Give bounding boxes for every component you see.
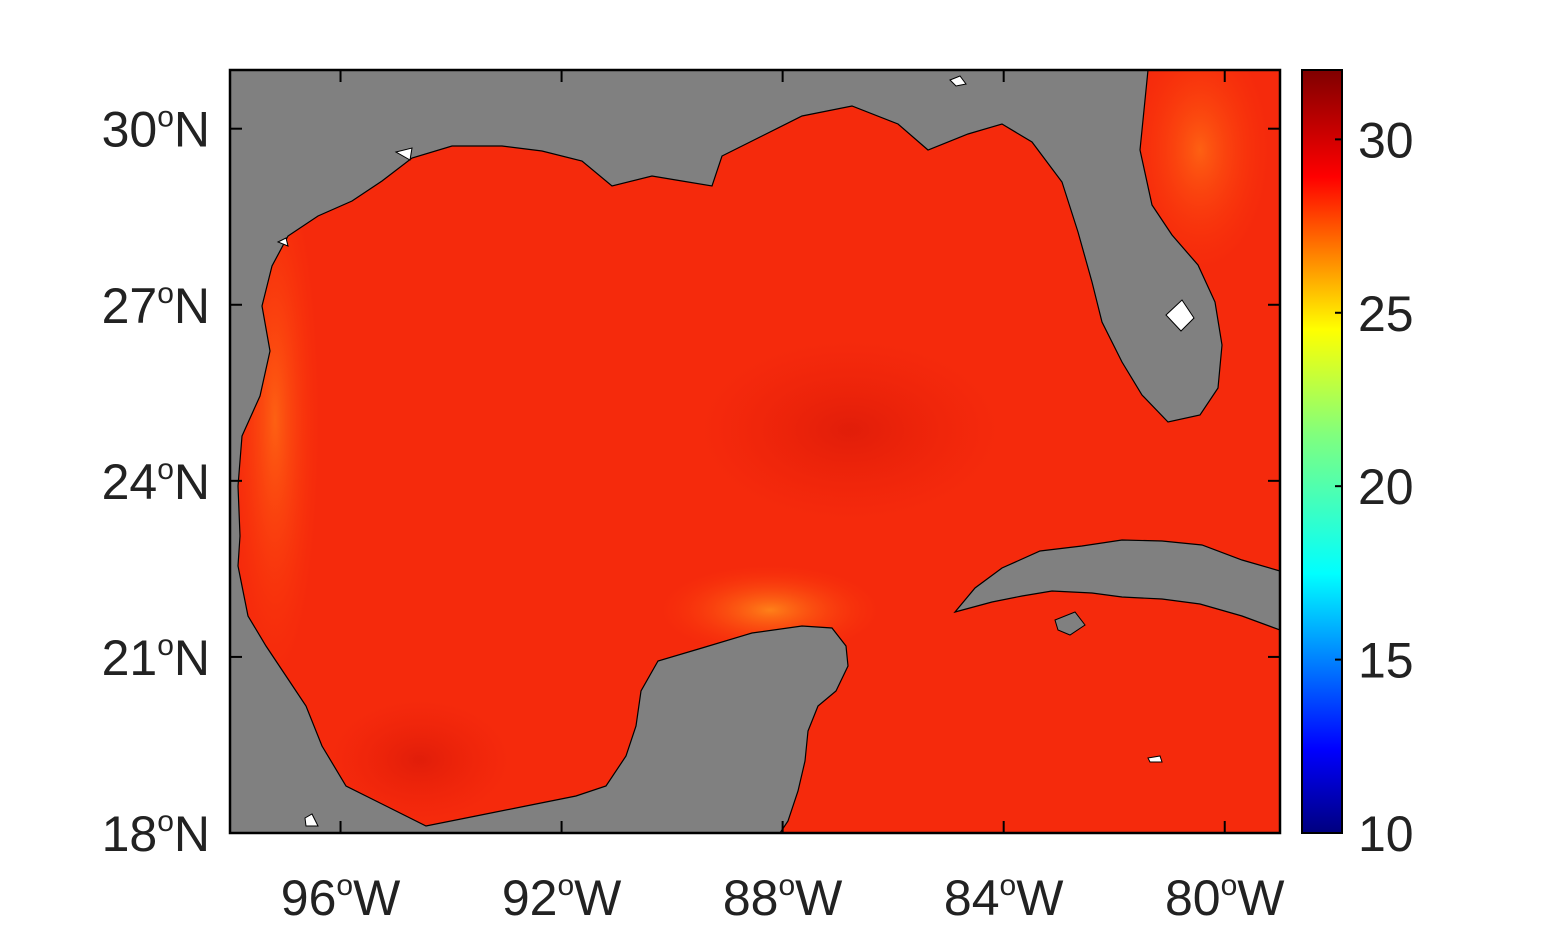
map-axes-frame xyxy=(228,68,1282,835)
lon-tick-label: 80oW xyxy=(1165,869,1285,926)
land-texas-bay xyxy=(276,237,289,247)
land-louisiana-inlet xyxy=(394,147,413,161)
colorbar-tick-label: 20 xyxy=(1358,459,1414,515)
map-panel xyxy=(230,70,1280,833)
lon-tick-label: 88oW xyxy=(723,869,843,926)
lat-tick-label: 18oN xyxy=(102,805,210,862)
colorbar-tick-label: 25 xyxy=(1358,286,1414,342)
lake-okeechobee xyxy=(1165,299,1195,332)
lat-tick-label: 21oN xyxy=(102,629,210,686)
lon-tick-label: 84oW xyxy=(944,869,1064,926)
land-north-america xyxy=(230,70,1223,833)
land-cuba xyxy=(953,539,1280,631)
colorbar-frame xyxy=(1301,69,1343,834)
land-isle-of-youth xyxy=(1054,611,1086,636)
colorbar-tick-label: 30 xyxy=(1358,112,1414,168)
land-yucatan-islet xyxy=(304,813,319,827)
latitude-ticks: 30oN 27oN 24oN 21oN 18oN xyxy=(102,101,1280,862)
colorbar-tick-label: 10 xyxy=(1358,806,1414,862)
cool-anomaly-central xyxy=(700,340,1000,520)
lat-tick-label: 27oN xyxy=(102,277,210,334)
land-keys-islet xyxy=(1147,755,1163,763)
colorbar: 30 25 20 15 10 xyxy=(1301,69,1414,862)
colorbar-tick-label: 15 xyxy=(1358,633,1414,689)
colorbar-gradient xyxy=(1302,70,1342,833)
colorbar-ticks: 30 25 20 15 10 xyxy=(1335,112,1414,862)
lon-tick-label: 92oW xyxy=(502,869,622,926)
lat-tick-label: 24oN xyxy=(102,453,210,510)
lon-tick-label: 96oW xyxy=(281,869,401,926)
longitude-ticks: 96oW 92oW 88oW 84oW 80oW xyxy=(281,70,1285,926)
lat-tick-label: 30oN xyxy=(102,101,210,158)
land-bahamas-islet xyxy=(949,75,967,87)
cool-anomaly-southwest xyxy=(330,700,510,820)
warm-anomaly-florida-current xyxy=(1130,70,1270,270)
